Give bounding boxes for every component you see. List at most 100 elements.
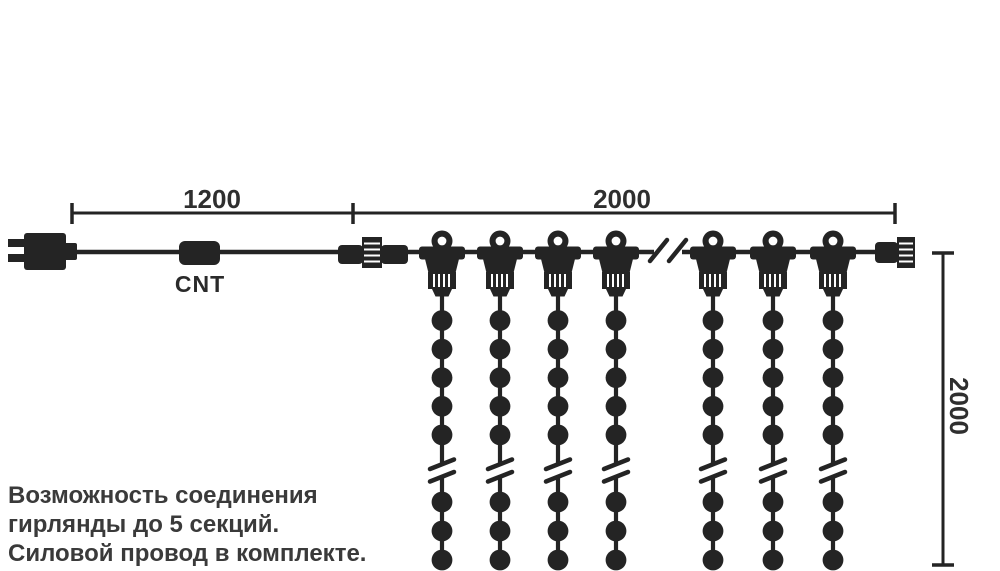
led-bead	[702, 491, 724, 513]
lamp-holder-rib	[501, 274, 503, 287]
lamp-holder	[544, 272, 572, 289]
power-plug	[8, 233, 77, 270]
dim-label-drop-2000: 2000	[944, 377, 974, 435]
break-slash	[543, 457, 573, 472]
hanger-ring-hole	[768, 236, 778, 246]
lamp-holder-rib	[443, 274, 445, 287]
dim-label-width-2000: 2000	[593, 184, 651, 214]
led-bead	[822, 491, 844, 513]
coupling-half	[381, 245, 408, 264]
lamp-holder-rib	[764, 274, 766, 287]
lamp-holder	[486, 272, 514, 289]
dimension-width-2000: 2000	[353, 184, 897, 224]
hanger-ring-hole	[611, 236, 621, 246]
end-connector-body	[875, 242, 898, 263]
led-bead	[489, 338, 511, 360]
lamp-holder-rib	[549, 274, 551, 287]
lamp-holder-tip	[490, 289, 510, 297]
led-bead	[762, 424, 784, 446]
lamp-holder-rib	[617, 274, 619, 287]
strands	[419, 230, 856, 571]
led-bead	[762, 491, 784, 513]
break-slash	[818, 469, 848, 484]
t-connector-arms	[477, 246, 523, 260]
lamp-holder-rib	[433, 274, 435, 287]
lamp-holder-rib	[709, 274, 711, 287]
led-bead	[702, 310, 724, 331]
break-slash	[758, 469, 788, 484]
break-slash	[647, 237, 670, 264]
led-bead	[489, 491, 511, 513]
note-line-2: гирлянды до 5 секций.	[8, 511, 279, 538]
led-bead	[605, 338, 627, 360]
break-slash	[485, 469, 515, 484]
led-bead	[702, 520, 724, 542]
break-slash	[818, 457, 848, 472]
led-bead	[822, 367, 844, 389]
t-connector-body	[483, 259, 517, 273]
strand	[810, 230, 856, 571]
lamp-holder-rib	[559, 274, 561, 287]
led-bead	[822, 424, 844, 446]
led-bead	[605, 520, 627, 542]
led-bead	[822, 310, 844, 331]
hanger-ring-hole	[437, 236, 447, 246]
break-slash	[758, 457, 788, 472]
led-bead	[702, 367, 724, 389]
strand	[477, 230, 523, 571]
t-connector-arms	[419, 246, 465, 260]
mid-connector	[338, 237, 408, 268]
t-connector-body	[541, 259, 575, 273]
t-connector-body	[816, 259, 850, 273]
coupling-threads	[362, 237, 382, 268]
note-line-3: Силовой провод в комплекте.	[8, 540, 366, 567]
lamp-holder-rib	[506, 274, 508, 287]
lamp-holder-rib	[612, 274, 614, 287]
lamp-holder-rib	[769, 274, 771, 287]
end-connector	[875, 237, 915, 268]
lamp-holder-tip	[606, 289, 626, 297]
led-bead	[547, 338, 569, 360]
led-bead	[431, 310, 453, 331]
led-bead	[489, 549, 511, 571]
led-bead	[762, 520, 784, 542]
led-bead	[489, 424, 511, 446]
lamp-holder-rib	[448, 274, 450, 287]
t-connector-arms	[593, 246, 639, 260]
lamp-holder-tip	[432, 289, 452, 297]
strand	[535, 230, 581, 571]
dimension-lead-1200: 1200	[70, 184, 355, 224]
led-bead	[702, 549, 724, 571]
led-bead	[431, 424, 453, 446]
lamp-holder-rib	[834, 274, 836, 287]
break-slash	[601, 469, 631, 484]
lamp-holder	[602, 272, 630, 289]
led-bead	[431, 549, 453, 571]
strand	[750, 230, 796, 571]
led-bead	[431, 491, 453, 513]
led-bead	[605, 395, 627, 417]
controller: CNT	[175, 241, 224, 297]
lamp-holder-tip	[703, 289, 723, 297]
t-connector-arms	[535, 246, 581, 260]
led-bead	[547, 395, 569, 417]
led-bead	[762, 338, 784, 360]
led-bead	[547, 549, 569, 571]
lamp-holder-rib	[779, 274, 781, 287]
plug-body	[24, 233, 66, 270]
break-slash	[543, 469, 573, 484]
led-bead	[762, 395, 784, 417]
hanger-ring-hole	[828, 236, 838, 246]
plug-neck	[64, 243, 77, 260]
end-connector-threads	[897, 237, 915, 268]
led-bead	[431, 367, 453, 389]
led-bead	[489, 520, 511, 542]
strand	[419, 230, 465, 571]
led-bead	[762, 310, 784, 331]
dimension-drop-2000: 2000	[932, 251, 974, 567]
hanger-ring-hole	[708, 236, 718, 246]
break-slash	[666, 237, 689, 264]
led-bead	[547, 424, 569, 446]
led-bead	[431, 395, 453, 417]
led-bead	[489, 395, 511, 417]
